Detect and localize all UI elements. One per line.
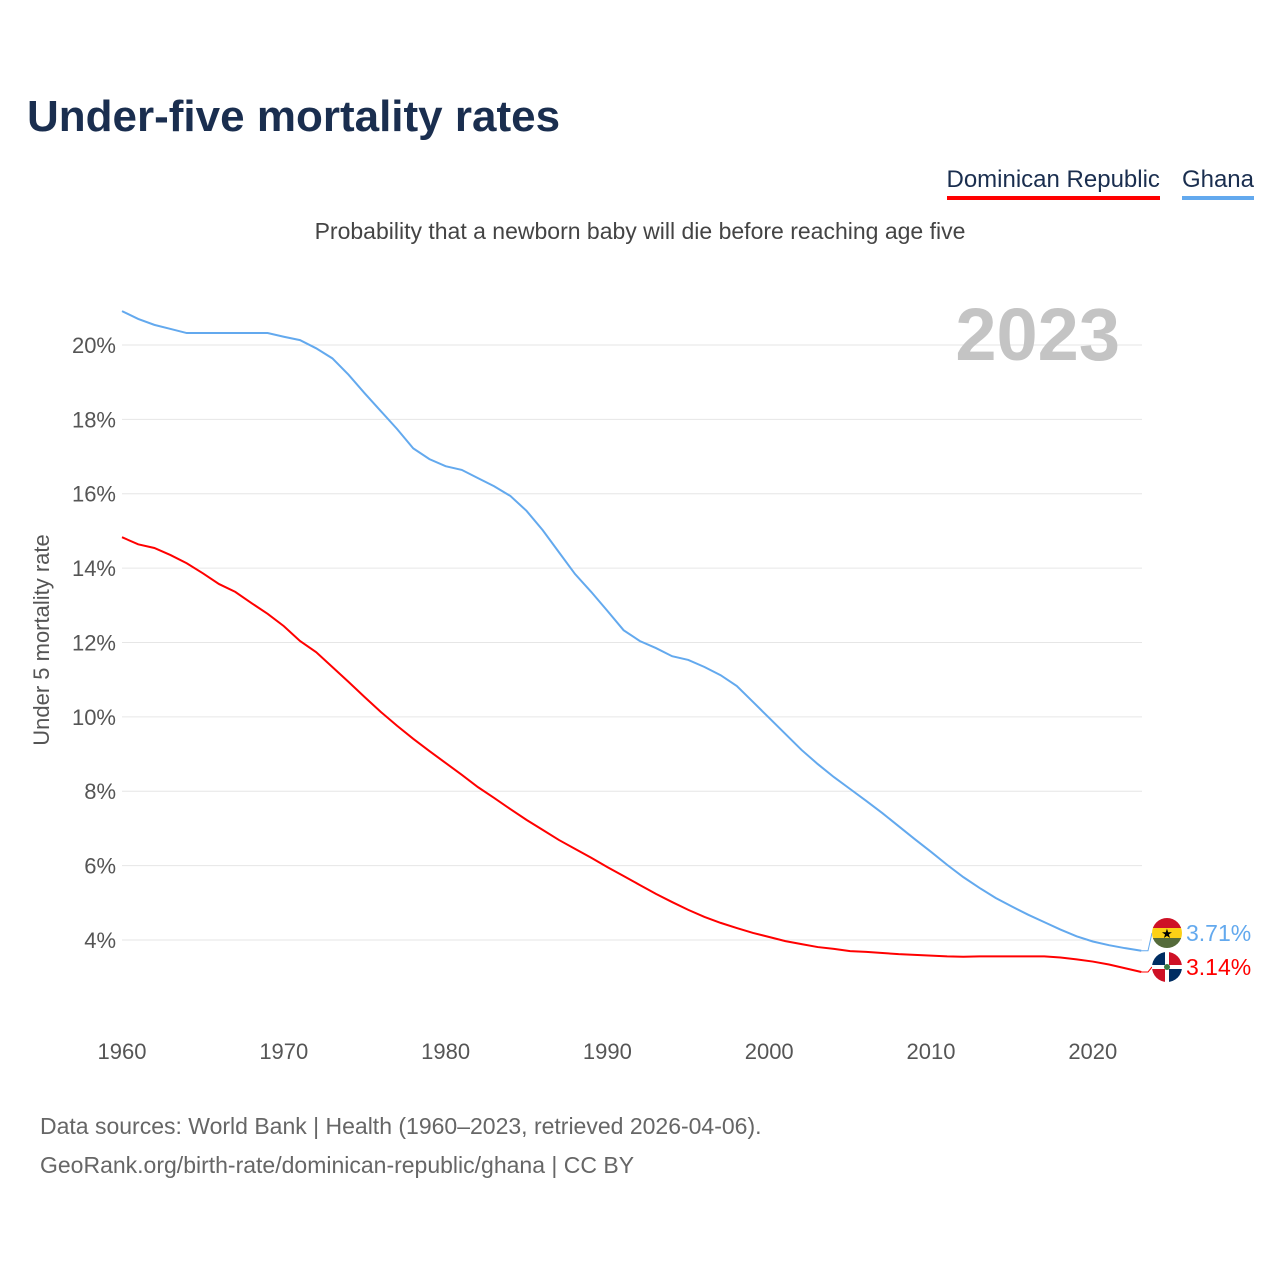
y-tick-label: 16% [72, 482, 116, 507]
x-tick-label: 1970 [259, 1039, 308, 1064]
ghana-flag-icon: ★ [1152, 918, 1182, 948]
end-value-label: 3.14% [1186, 954, 1251, 980]
chart-subtitle: Probability that a newborn baby will die… [314, 218, 966, 244]
x-tick-label: 2020 [1068, 1039, 1117, 1064]
y-tick-label: 8% [84, 779, 116, 804]
legend-item-dominican-republic[interactable]: Dominican Republic [946, 166, 1160, 200]
source-line-2[interactable]: GeoRank.org/birth-rate/dominican-republi… [40, 1152, 635, 1178]
y-tick-label: 12% [72, 630, 116, 655]
leader-line [1141, 932, 1153, 952]
x-tick-label: 1960 [98, 1039, 147, 1064]
legend-item-ghana[interactable]: Ghana [1181, 166, 1254, 200]
y-tick-label: 20% [72, 333, 116, 358]
y-tick-label: 14% [72, 556, 116, 581]
y-tick-label: 6% [84, 854, 116, 879]
y-tick-label: 18% [72, 407, 116, 432]
source-note: Data sources: World Bank | Health (1960–… [40, 1107, 762, 1185]
year-label: 2023 [955, 293, 1120, 376]
svg-text:★: ★ [1161, 926, 1173, 941]
x-tick-label: 2000 [745, 1039, 794, 1064]
leader-line [1141, 966, 1153, 973]
y-axis-label: Under 5 mortality rate [29, 534, 54, 746]
end-value-label: 3.71% [1186, 920, 1251, 946]
chart-title: Under-five mortality rates [27, 92, 561, 141]
series-line-dominican-republic [121, 536, 1142, 973]
x-tick-label: 1990 [583, 1039, 632, 1064]
dominican-republic-flag-icon [1152, 952, 1182, 982]
x-tick-label: 2010 [907, 1039, 956, 1064]
y-tick-label: 4% [84, 928, 116, 953]
series-line-ghana [121, 310, 1142, 952]
x-tick-label: 1980 [421, 1039, 470, 1064]
legend: Dominican Republic Ghana [946, 166, 1254, 200]
y-tick-label: 10% [72, 705, 116, 730]
source-line-1: Data sources: World Bank | Health (1960–… [40, 1113, 762, 1139]
